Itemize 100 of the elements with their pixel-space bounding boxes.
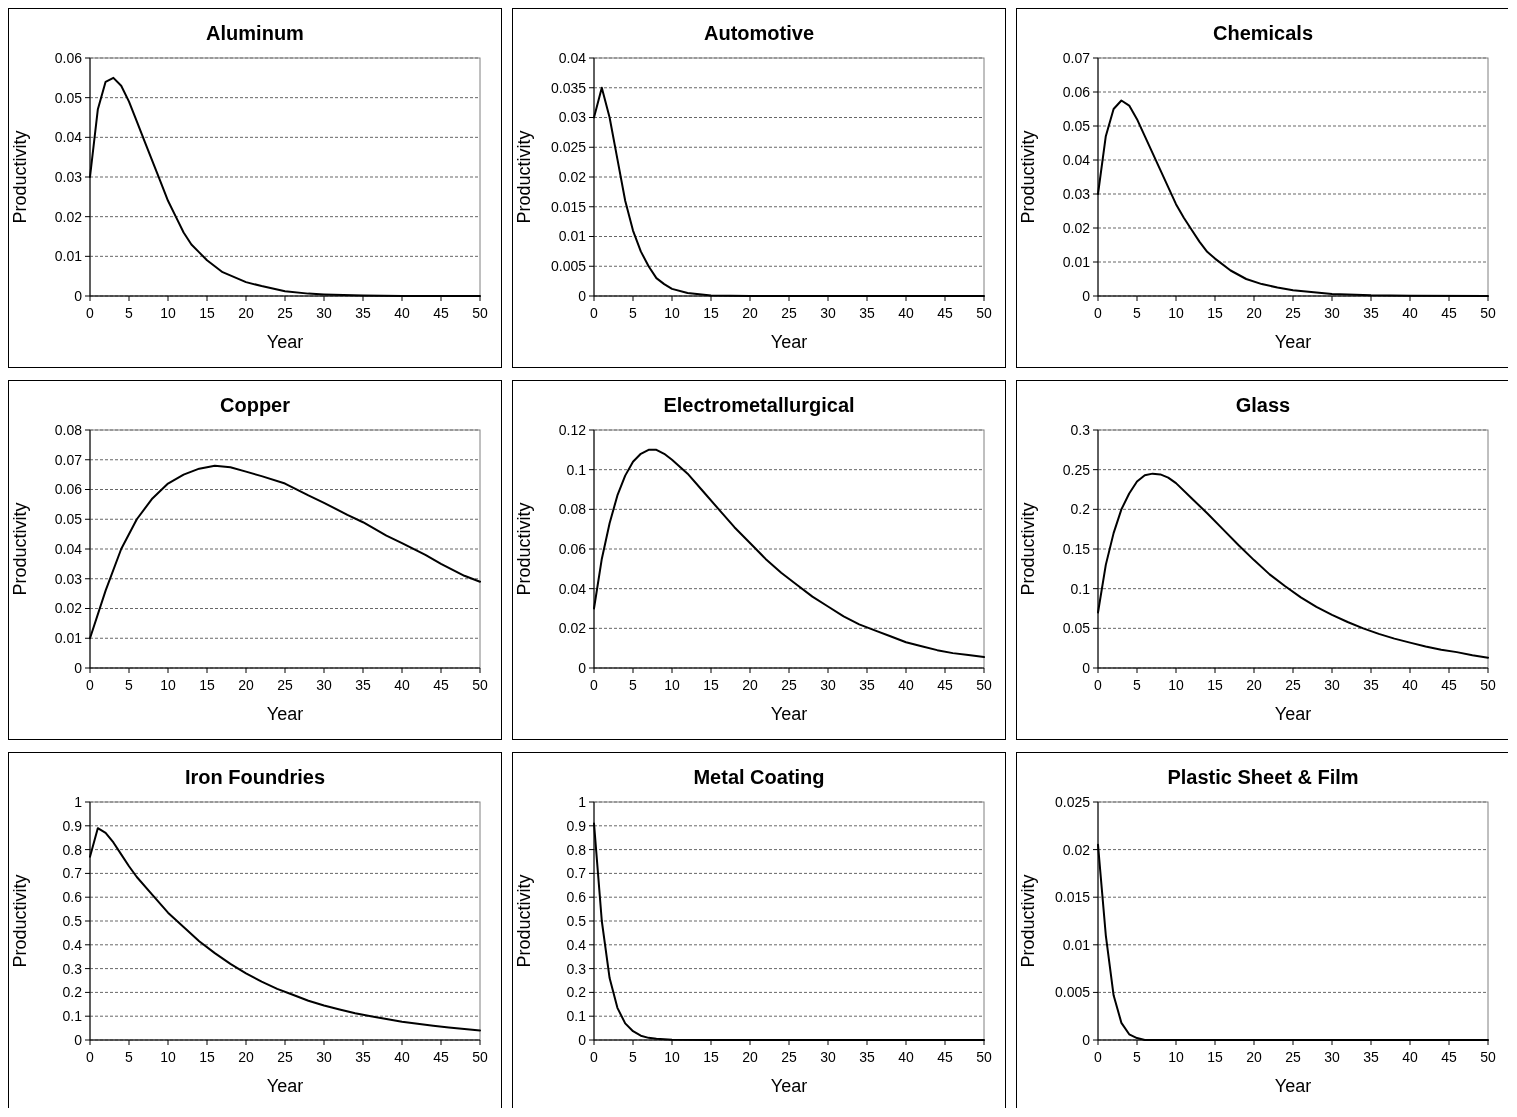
x-tick-label: 15 [199, 1049, 215, 1065]
x-tick-label: 40 [898, 677, 914, 693]
x-tick-label: 35 [355, 305, 371, 321]
y-tick-label: 0.08 [54, 421, 83, 438]
x-axis-title: Year [266, 704, 304, 724]
y-tick-label: 0.06 [54, 49, 83, 66]
x-tick-label: 40 [898, 1049, 914, 1065]
x-tick-label: 40 [1402, 305, 1418, 321]
y-tick-label: 0.25 [1062, 461, 1091, 478]
y-tick-label: 0.12 [558, 421, 587, 438]
y-tick-label: 0 [578, 659, 587, 676]
y-tick-label: 0.4 [62, 936, 83, 953]
y-tick-label: 0.01 [1062, 936, 1091, 953]
y-tick-label: 0.02 [558, 168, 587, 185]
x-axis-title: Year [266, 332, 304, 352]
y-tick-label: 0.8 [62, 841, 83, 858]
x-tick-label: 15 [1207, 1049, 1223, 1065]
x-tick-label: 15 [1207, 305, 1223, 321]
y-tick-label: 0.2 [566, 984, 587, 1001]
x-axis-title: Year [1274, 1076, 1312, 1096]
x-tick-label: 0 [590, 1049, 599, 1065]
y-axis-title: Productivity [1018, 502, 1038, 596]
x-tick-label: 50 [1480, 305, 1496, 321]
x-tick-label: 50 [1480, 677, 1496, 693]
x-tick-label: 15 [1207, 677, 1223, 693]
x-tick-label: 5 [125, 677, 134, 693]
x-tick-label: 45 [937, 677, 953, 693]
y-tick-label: 0.5 [566, 912, 587, 929]
x-tick-label: 0 [1094, 677, 1103, 693]
x-tick-label: 30 [820, 305, 836, 321]
y-tick-label: 0.2 [1070, 501, 1091, 518]
y-tick-label: 0.1 [1070, 580, 1091, 597]
x-tick-label: 10 [1168, 305, 1184, 321]
x-tick-label: 40 [898, 305, 914, 321]
y-tick-label: 0.6 [62, 889, 83, 906]
x-tick-label: 15 [703, 1049, 719, 1065]
y-tick-label: 0.6 [566, 889, 587, 906]
y-tick-label: 0.035 [550, 79, 587, 96]
x-tick-label: 10 [664, 305, 680, 321]
x-tick-label: 25 [277, 305, 293, 321]
x-tick-label: 35 [355, 1049, 371, 1065]
x-tick-label: 50 [472, 1049, 488, 1065]
x-tick-label: 5 [629, 305, 638, 321]
y-tick-label: 0.1 [566, 1008, 587, 1025]
x-tick-label: 35 [859, 1049, 875, 1065]
y-tick-label: 0.015 [550, 198, 587, 215]
x-tick-label: 45 [937, 305, 953, 321]
x-tick-label: 45 [937, 1049, 953, 1065]
y-tick-label: 0.07 [54, 451, 83, 468]
y-tick-label: 0.1 [566, 461, 587, 478]
y-tick-label: 0.05 [54, 89, 83, 106]
y-axis-title: Productivity [1018, 874, 1038, 968]
x-axis-title: Year [770, 1076, 808, 1096]
x-tick-label: 25 [277, 677, 293, 693]
x-tick-label: 10 [160, 677, 176, 693]
x-axis-title: Year [770, 332, 808, 352]
x-tick-label: 0 [590, 305, 599, 321]
chart-title: Copper [220, 394, 291, 416]
y-tick-label: 0.15 [1062, 540, 1091, 557]
y-tick-label: 0.02 [54, 208, 83, 225]
y-tick-label: 0.2 [62, 984, 83, 1001]
x-tick-label: 20 [1246, 1049, 1262, 1065]
x-tick-label: 10 [1168, 1049, 1184, 1065]
x-axis-title: Year [1274, 332, 1312, 352]
y-axis-title: Productivity [514, 130, 534, 224]
x-tick-label: 50 [472, 305, 488, 321]
x-tick-label: 45 [433, 677, 449, 693]
y-tick-label: 0.07 [1062, 49, 1091, 66]
y-tick-label: 0.04 [558, 580, 587, 597]
y-tick-label: 1 [578, 793, 587, 810]
x-axis-title: Year [266, 1076, 304, 1096]
chart-title: Iron Foundries [185, 766, 325, 788]
y-tick-label: 0.04 [54, 129, 83, 146]
x-tick-label: 50 [1480, 1049, 1496, 1065]
y-tick-label: 0.7 [62, 865, 83, 882]
y-tick-label: 0.02 [558, 620, 587, 637]
x-tick-label: 35 [859, 305, 875, 321]
x-tick-label: 30 [820, 1049, 836, 1065]
y-tick-label: 0.8 [566, 841, 587, 858]
y-axis-title: Productivity [1018, 130, 1038, 224]
x-tick-label: 10 [160, 1049, 176, 1065]
y-tick-label: 0.01 [558, 228, 587, 245]
y-axis-title: Productivity [514, 502, 534, 596]
x-tick-label: 5 [125, 1049, 134, 1065]
y-tick-label: 0.05 [1062, 620, 1091, 637]
x-tick-label: 0 [86, 677, 95, 693]
y-tick-label: 0.1 [62, 1008, 83, 1025]
x-tick-label: 5 [629, 1049, 638, 1065]
x-tick-label: 0 [86, 305, 95, 321]
x-tick-label: 50 [976, 1049, 992, 1065]
y-tick-label: 0.03 [558, 109, 587, 126]
x-tick-label: 0 [86, 1049, 95, 1065]
y-tick-label: 0.025 [550, 139, 587, 156]
x-tick-label: 50 [472, 677, 488, 693]
x-tick-label: 50 [976, 305, 992, 321]
y-tick-label: 0.005 [550, 258, 587, 275]
x-tick-label: 5 [125, 305, 134, 321]
x-tick-label: 40 [1402, 1049, 1418, 1065]
y-tick-label: 0.3 [1070, 421, 1091, 438]
x-tick-label: 35 [1363, 1049, 1379, 1065]
